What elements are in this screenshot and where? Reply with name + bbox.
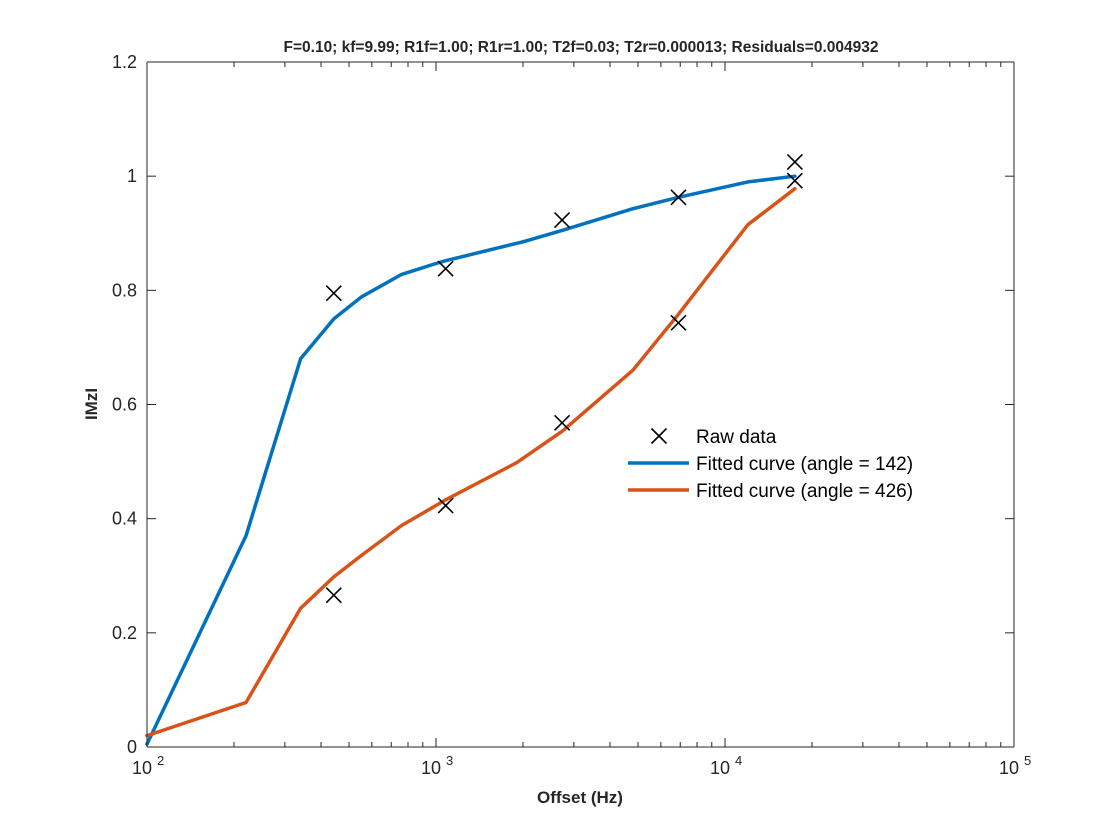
- y-tick-label: 1: [127, 166, 137, 186]
- x-tick-exponent: 4: [735, 753, 742, 768]
- legend-label-raw-data: Raw data: [696, 427, 777, 448]
- y-tick-label: 0: [127, 737, 137, 757]
- legend-marker-stroke: [650, 427, 668, 445]
- x-tick-label: 10: [710, 758, 730, 778]
- raw-data-point: [437, 260, 454, 277]
- raw-data-stroke: [786, 153, 803, 170]
- raw-data-stroke: [437, 497, 454, 514]
- raw-data-stroke: [670, 314, 687, 331]
- raw-data-stroke: [553, 414, 571, 431]
- y-tick-label: 0.4: [112, 509, 137, 529]
- raw-data-point: [437, 497, 454, 514]
- raw-data-layer: [325, 153, 803, 604]
- x-axis-title: Offset (Hz): [537, 788, 623, 807]
- y-tick-label: 1.2: [112, 52, 137, 72]
- y-tick-label: 0.2: [112, 623, 137, 643]
- y-tick-label: 0.8: [112, 280, 137, 300]
- legend: Raw data Fitted curve (angle = 142) Fitted…: [628, 427, 913, 502]
- y-tick-label: 0.6: [112, 395, 137, 415]
- raw-data-point: [786, 153, 803, 170]
- raw-data-stroke: [553, 212, 571, 229]
- raw-data-stroke: [325, 587, 342, 604]
- raw-data-stroke: [325, 285, 342, 302]
- series-line-2: [145, 186, 797, 738]
- raw-data-point: [325, 587, 342, 604]
- axes: [147, 62, 1014, 747]
- raw-data-point: [670, 314, 687, 331]
- raw-data-stroke: [437, 260, 454, 277]
- raw-data-point: [325, 285, 342, 302]
- series-layer: [145, 174, 797, 746]
- x-tick-label: 10: [421, 758, 441, 778]
- raw-data-point: [553, 212, 571, 229]
- series-line-1: [145, 174, 797, 746]
- raw-data-point: [786, 172, 803, 189]
- legend-raw-data-marker: [650, 427, 668, 445]
- raw-data-stroke: [670, 189, 687, 206]
- x-tick-label: 10: [999, 758, 1019, 778]
- x-tick-label: 10: [132, 758, 152, 778]
- plot-area: [147, 62, 1014, 747]
- legend-label-series-2: Fitted curve (angle = 426): [696, 481, 913, 502]
- x-tick-exponent: 2: [157, 753, 164, 768]
- chart-title: F=0.10; kf=9.99; R1f=1.00; R1r=1.00; T2f…: [284, 39, 879, 56]
- y-axis-title: IMzI: [82, 388, 101, 420]
- x-tick-exponent: 5: [1024, 753, 1031, 768]
- legend-label-series-1: Fitted curve (angle = 142): [696, 454, 913, 475]
- tick-layer: 10 2 10 3 10 4 10 5 0 0.2 0.4 0.6 0.8 1 1.2: [112, 52, 1031, 778]
- raw-data-stroke: [786, 172, 803, 189]
- raw-data-point: [670, 189, 687, 206]
- x-tick-exponent: 3: [446, 753, 453, 768]
- raw-data-point: [553, 414, 571, 431]
